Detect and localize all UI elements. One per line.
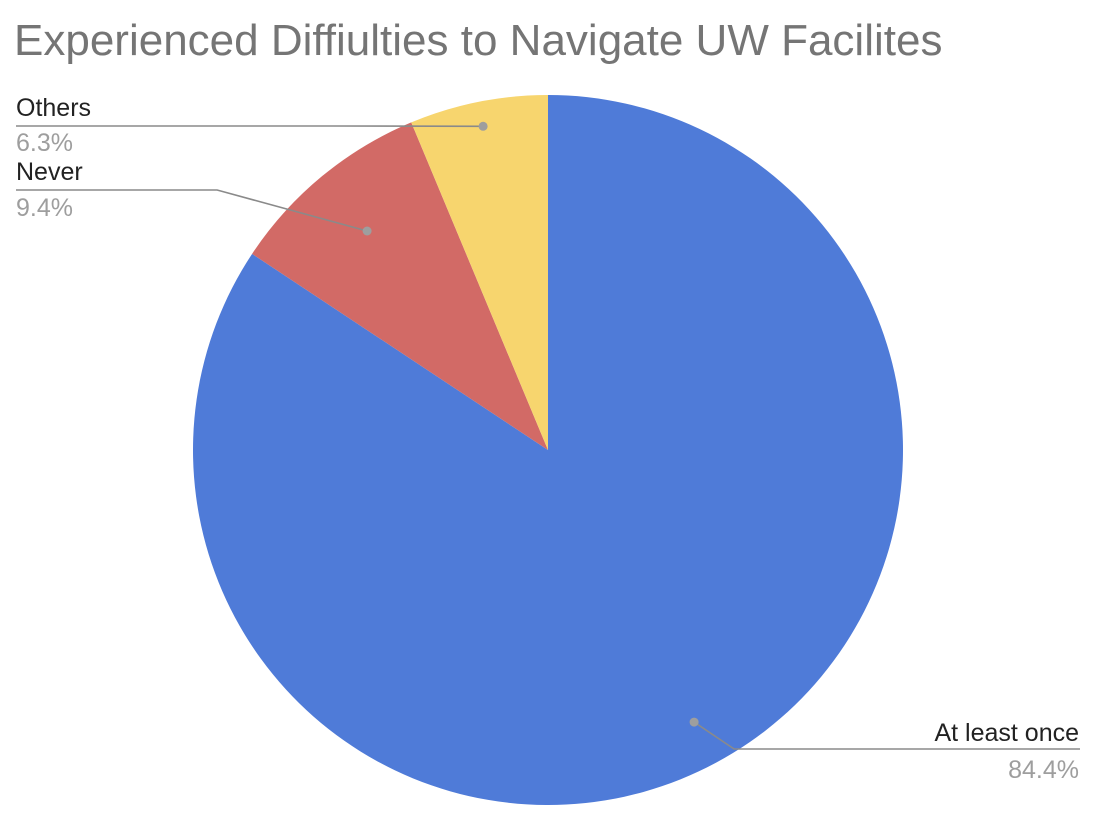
slice-label-others: Others: [16, 94, 91, 122]
slice-value-at-least-once: 84.4%: [1008, 756, 1079, 784]
slice-label-at-least-once: At least once: [934, 719, 1079, 747]
leader-lines: [16, 121, 1080, 750]
leader-line-never: [16, 189, 368, 232]
pie-slice-never: [252, 122, 548, 451]
chart-title: Experienced Diffiulties to Navigate UW F…: [14, 16, 942, 65]
pie-slice-at-least-once: [193, 95, 904, 805]
pie-slice-others: [411, 95, 548, 450]
leader-dot-at-least-once: [689, 717, 699, 727]
leader-dot-others: [478, 121, 488, 131]
leader-dot-never: [362, 226, 372, 236]
slice-value-others: 6.3%: [16, 129, 73, 157]
slice-labels: At least once 84.4% Never 9.4% Others 6.3%: [16, 94, 1079, 784]
pie-slices: [193, 95, 904, 805]
leader-line-at-least-once: [693, 721, 1080, 750]
slice-label-never: Never: [16, 158, 83, 186]
slice-value-never: 9.4%: [16, 194, 73, 222]
